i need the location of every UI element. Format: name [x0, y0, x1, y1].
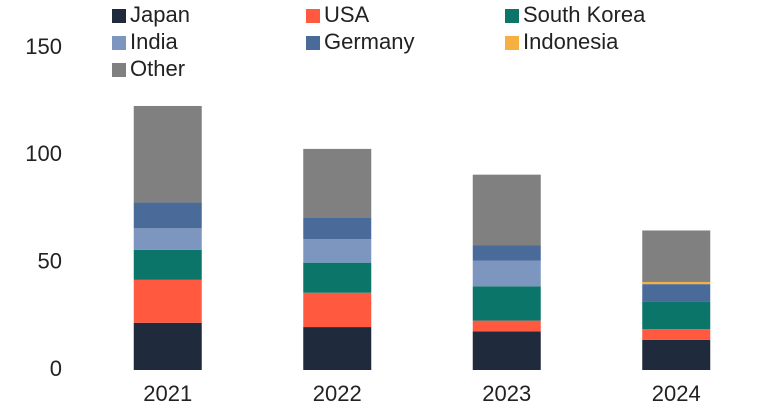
- y-tick-label: 50: [38, 248, 62, 273]
- x-tick-label: 2023: [482, 381, 531, 406]
- bar-segment: [133, 322, 202, 370]
- bar-segment: [133, 279, 202, 323]
- legend-swatch: [505, 36, 519, 50]
- y-tick-label: 150: [25, 34, 62, 59]
- x-tick-label: 2021: [143, 381, 192, 406]
- legend-swatch: [306, 9, 320, 23]
- legend-label: Germany: [324, 29, 414, 54]
- legend-swatch: [112, 36, 126, 50]
- y-tick-label: 100: [25, 141, 62, 166]
- bar-segment: [303, 148, 372, 218]
- bar-segment: [303, 292, 372, 328]
- x-tick-label: 2024: [652, 381, 701, 406]
- bar-segment: [303, 217, 372, 240]
- bar-segment: [472, 286, 541, 321]
- legend-label: South Korea: [523, 2, 646, 27]
- bar-segment: [133, 202, 202, 229]
- bar-segment: [133, 228, 202, 250]
- bar-segment: [472, 174, 541, 246]
- bar-segment: [472, 245, 541, 261]
- legend-label: Other: [130, 56, 185, 81]
- y-tick-label: 0: [50, 356, 62, 381]
- legend-label: USA: [324, 2, 370, 27]
- bar-segment: [642, 230, 711, 282]
- legend-label: India: [130, 29, 178, 54]
- bar-segment: [472, 331, 541, 370]
- bar-segment: [133, 105, 202, 203]
- legend-swatch: [505, 9, 519, 23]
- bar-segment: [472, 320, 541, 332]
- bar-segment: [133, 249, 202, 280]
- bar-segment: [472, 260, 541, 287]
- x-tick-label: 2022: [313, 381, 362, 406]
- legend-swatch: [306, 36, 320, 50]
- legend-label: Indonesia: [523, 29, 619, 54]
- bar-segment: [303, 327, 372, 370]
- legend-swatch: [112, 63, 126, 77]
- bar-segment: [642, 339, 711, 370]
- bar-segment: [303, 262, 372, 293]
- bar-segment: [303, 239, 372, 263]
- legend-swatch: [112, 9, 126, 23]
- bar-segment: [642, 284, 711, 302]
- bar-segment: [642, 329, 711, 340]
- bar-segment: [642, 281, 711, 285]
- legend-label: Japan: [130, 2, 190, 27]
- bar-segment: [642, 301, 711, 330]
